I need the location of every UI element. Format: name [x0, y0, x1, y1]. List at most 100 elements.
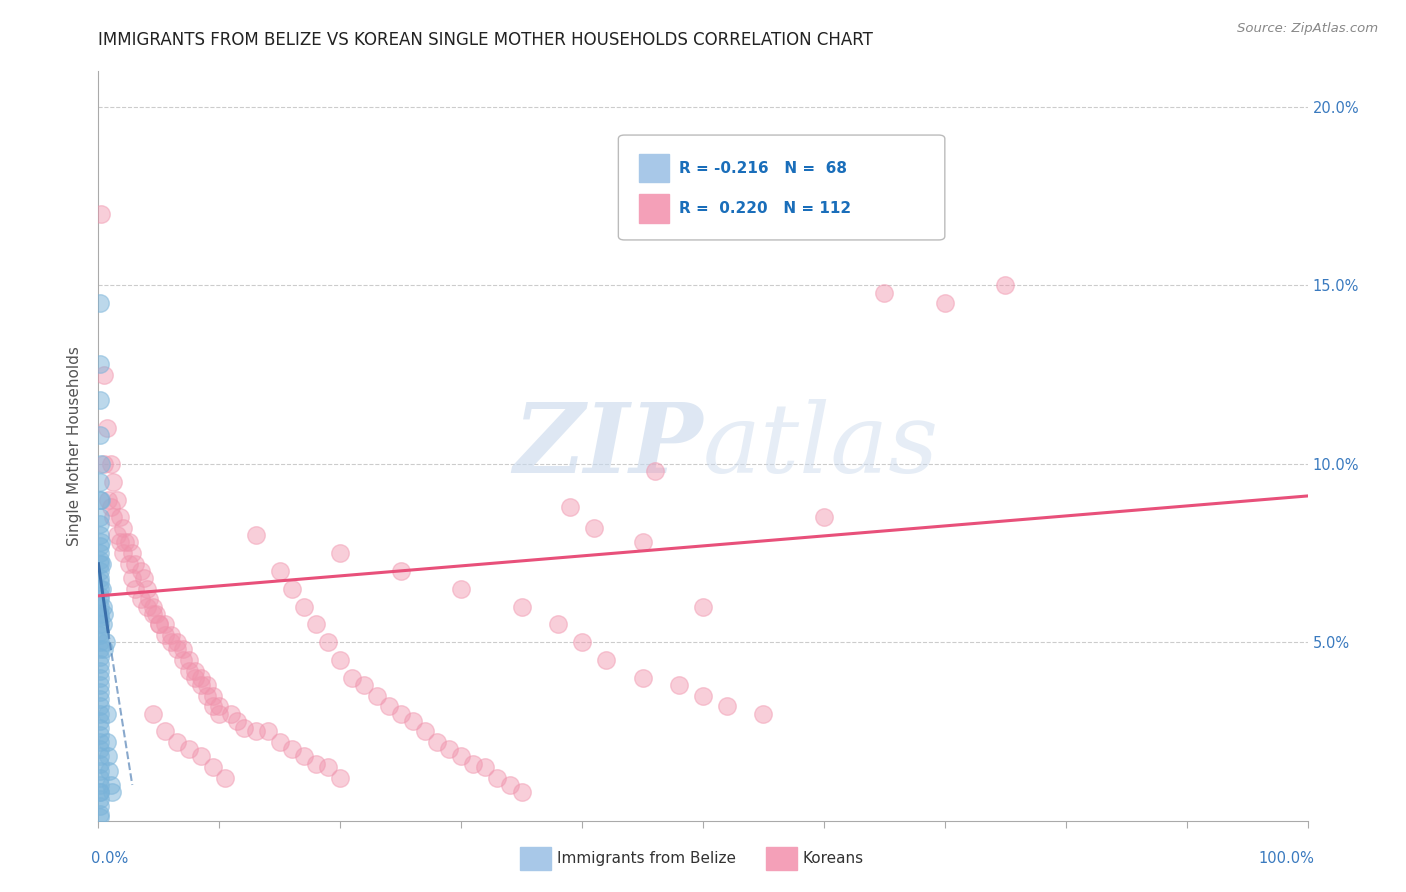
Point — [89, 721, 111, 735]
Point — [89, 539, 111, 553]
Point — [195, 689, 218, 703]
Point — [342, 671, 364, 685]
Point — [179, 742, 201, 756]
Point — [89, 685, 111, 699]
Point — [96, 706, 118, 721]
Point — [190, 678, 212, 692]
Point — [402, 714, 425, 728]
Point — [160, 628, 183, 642]
Point — [437, 742, 460, 756]
Point — [105, 492, 128, 507]
Point — [202, 699, 225, 714]
Point — [353, 678, 375, 692]
Point — [89, 678, 111, 692]
Point — [498, 778, 520, 792]
Point — [129, 592, 152, 607]
Point — [89, 528, 111, 542]
Point — [208, 706, 231, 721]
Point — [124, 582, 146, 596]
Point — [89, 806, 111, 821]
Point — [108, 510, 131, 524]
Y-axis label: Single Mother Households: Single Mother Households — [67, 346, 83, 546]
Point — [89, 571, 111, 585]
Point — [94, 635, 117, 649]
Point — [89, 475, 111, 489]
Point — [89, 546, 111, 560]
Point — [571, 635, 593, 649]
Point — [89, 553, 111, 567]
FancyBboxPatch shape — [638, 153, 669, 182]
Text: R = -0.216   N =  68: R = -0.216 N = 68 — [679, 161, 846, 176]
Text: R =  0.220   N = 112: R = 0.220 N = 112 — [679, 201, 851, 216]
Point — [269, 564, 291, 578]
Point — [389, 564, 412, 578]
Point — [89, 624, 111, 639]
Point — [97, 749, 120, 764]
Point — [89, 664, 111, 678]
FancyBboxPatch shape — [638, 194, 669, 223]
Text: 0.0%: 0.0% — [91, 851, 129, 866]
Point — [226, 714, 249, 728]
Point — [179, 653, 201, 667]
Point — [100, 500, 122, 514]
Point — [100, 457, 122, 471]
Point — [172, 653, 194, 667]
Point — [510, 785, 533, 799]
Point — [91, 582, 114, 596]
Point — [245, 724, 267, 739]
Point — [292, 599, 315, 614]
Point — [281, 742, 304, 756]
Point — [142, 706, 165, 721]
Point — [281, 582, 304, 596]
Point — [153, 724, 176, 739]
Point — [89, 617, 111, 632]
Point — [450, 749, 472, 764]
Point — [644, 464, 666, 478]
Point — [100, 778, 122, 792]
Point — [148, 617, 170, 632]
Point — [89, 735, 111, 749]
Point — [389, 706, 412, 721]
Point — [232, 721, 254, 735]
Point — [89, 357, 111, 371]
Point — [269, 735, 291, 749]
Text: Koreans: Koreans — [803, 851, 863, 866]
Point — [214, 771, 236, 785]
Point — [135, 599, 157, 614]
Point — [166, 635, 188, 649]
Point — [190, 749, 212, 764]
Point — [89, 749, 111, 764]
Point — [190, 671, 212, 685]
Point — [89, 642, 111, 657]
Point — [93, 457, 115, 471]
Point — [89, 785, 111, 799]
Point — [558, 500, 581, 514]
Point — [89, 742, 111, 756]
Point — [89, 610, 111, 624]
Point — [413, 724, 436, 739]
Point — [89, 728, 111, 742]
Point — [89, 599, 111, 614]
Point — [89, 428, 111, 442]
Point — [89, 574, 111, 589]
Point — [89, 671, 111, 685]
Point — [668, 678, 690, 692]
Point — [89, 756, 111, 771]
Point — [134, 571, 156, 585]
Point — [595, 653, 617, 667]
Point — [377, 699, 399, 714]
Point — [114, 535, 136, 549]
Point — [89, 771, 111, 785]
Point — [450, 582, 472, 596]
Text: 100.0%: 100.0% — [1258, 851, 1315, 866]
Point — [221, 706, 243, 721]
Text: ZIP: ZIP — [513, 399, 703, 493]
Point — [89, 492, 111, 507]
Point — [98, 764, 121, 778]
Point — [89, 296, 111, 310]
Point — [160, 635, 183, 649]
Point — [89, 635, 111, 649]
Point — [96, 421, 118, 435]
Point — [256, 724, 278, 739]
Point — [202, 760, 225, 774]
